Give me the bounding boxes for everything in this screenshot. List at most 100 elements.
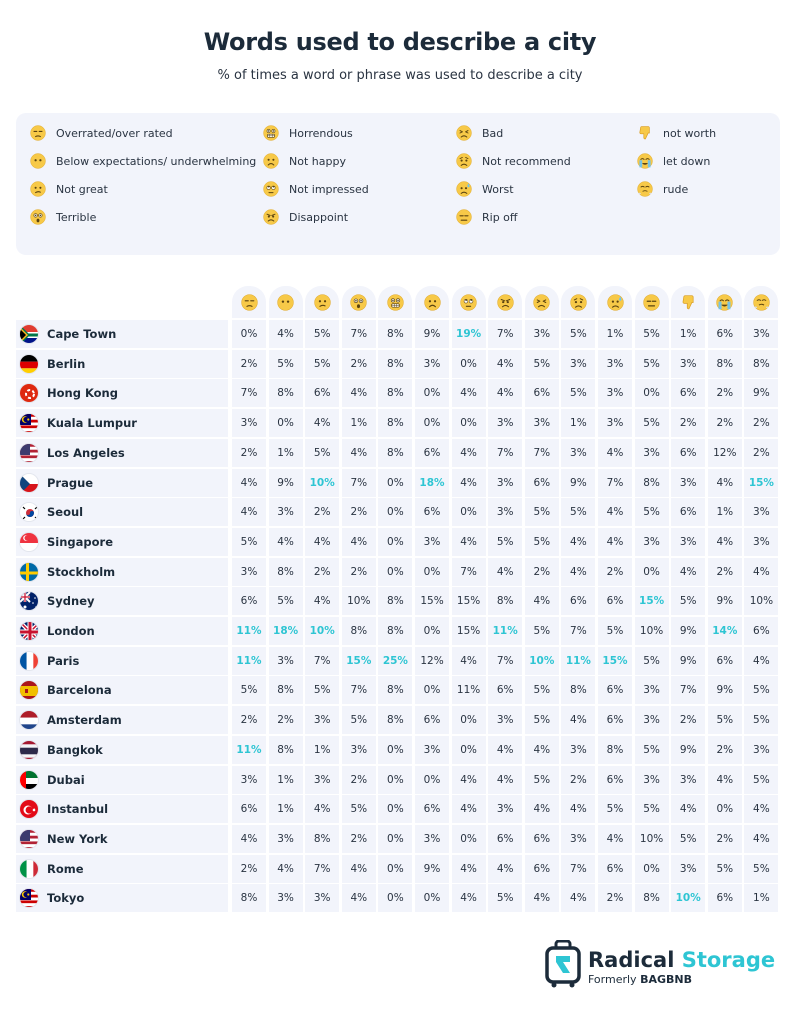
value-cell: 5% (524, 765, 559, 794)
flag-thailand-icon (19, 739, 39, 760)
value-cell: 3% (671, 349, 706, 378)
value-cell: 5% (671, 824, 706, 853)
flag-australia-icon (19, 591, 39, 612)
city-cell: Kuala Lumpur (16, 409, 228, 438)
value-cell: 3% (305, 884, 340, 913)
value-cell: 8% (378, 617, 413, 645)
value-cell: 8% (232, 884, 266, 913)
legend-item: Disappoint (263, 209, 348, 225)
value-cell: 0% (415, 409, 449, 438)
value-cell: 3% (634, 706, 669, 735)
city-name: New York (47, 831, 108, 846)
luggage-logo-icon (545, 940, 581, 988)
value-cell: 0% (415, 379, 449, 408)
value-cell: 4% (598, 824, 632, 853)
value-cell: 0% (378, 468, 413, 497)
value-cell: 0% (451, 349, 486, 378)
table-row: New York 4% 3% 8% 2% 0% 3% 0% 6% 6% 3% 4% 10% 5% 2% 4% (16, 824, 780, 853)
value-cell: 8% (341, 617, 376, 645)
value-cell: 4% (341, 884, 376, 913)
value-cell: 2% (561, 765, 596, 794)
value-cell: 4% (451, 527, 486, 556)
legend-item: Not great (30, 181, 108, 197)
value-cell: 3% (634, 676, 669, 705)
grimacing-face-icon (263, 125, 279, 141)
value-cell: 6% (415, 498, 449, 527)
eye-roll-face-icon (263, 181, 279, 197)
value-cell: 4% (268, 527, 303, 556)
table-row: Dubai 3% 1% 3% 2% 0% 0% 4% 4% 5% 2% 6% 3% 3% 4% 5% (16, 765, 780, 794)
column-header-crying-face-icon (707, 286, 742, 318)
value-cell: 10% (305, 468, 340, 497)
value-cell: 1% (268, 765, 303, 794)
value-cell: 0% (634, 557, 669, 586)
value-cell: 2% (707, 557, 742, 586)
value-cell: 0% (268, 409, 303, 438)
value-cell: 3% (561, 349, 596, 378)
legend-label: Below expectations/ underwhelming (56, 154, 257, 168)
value-cell: 0% (451, 735, 486, 764)
table-row: Tokyo 8% 3% 3% 4% 0% 0% 4% 5% 4% 4% 2% 8% 10% 6% 1% (16, 884, 780, 913)
table-row: Seoul 4% 3% 2% 2% 0% 6% 0% 3% 5% 5% 4% 5% 6% 1% 3% (16, 498, 780, 527)
legend-item: Bad (456, 125, 503, 141)
value-cell: 2% (232, 706, 266, 735)
value-cell: 5% (634, 320, 669, 348)
value-cell: 3% (232, 765, 266, 794)
table-row: Sydney 6% 5% 4% 10% 8% 15% 15% 8% 4% 6% 6% 15% 5% 9% 10… (16, 587, 780, 616)
value-cell: 3% (744, 735, 779, 764)
value-cell: 6% (488, 676, 523, 705)
value-cell: 3% (671, 468, 706, 497)
flag-korea-icon (19, 502, 39, 523)
value-cell: 4% (305, 409, 340, 438)
column-header-no-mouth-face-icon (268, 286, 303, 318)
value-cell: 2% (707, 409, 742, 438)
column-header-thumbs-down-icon (671, 286, 706, 318)
value-cell: 4% (488, 557, 523, 586)
table-row: Singapore 5% 4% 4% 4% 0% 3% 4% 5% 5% 4% 4% 3% 3% 4% 3% (16, 527, 780, 556)
value-cell: 7% (305, 854, 340, 883)
value-cell: 7% (341, 320, 376, 348)
value-cell: 5% (232, 527, 266, 556)
value-cell: 4% (744, 824, 779, 853)
value-cell: 5% (524, 349, 559, 378)
value-cell: 8% (634, 468, 669, 497)
value-cell: 3% (598, 379, 632, 408)
value-cell: 2% (707, 735, 742, 764)
value-cell: 0% (707, 795, 742, 824)
column-header-eye-roll-face-icon (451, 286, 486, 318)
value-cell: 1% (561, 409, 596, 438)
column-header-grimacing-face-icon (378, 286, 413, 318)
value-cell: 3% (232, 409, 266, 438)
value-cell: 0% (415, 765, 449, 794)
confused-face-icon (30, 181, 46, 197)
value-cell: 5% (524, 527, 559, 556)
value-cell: 4% (451, 379, 486, 408)
value-cell: 4% (451, 468, 486, 497)
legend-item: Worst (456, 181, 514, 197)
value-cell: 11% (232, 617, 266, 645)
city-cell: Barcelona (16, 676, 228, 705)
flag-uae-icon (19, 769, 39, 790)
city-name: Seoul (47, 505, 84, 520)
city-cell: Rome (16, 854, 228, 883)
value-cell: 8% (378, 349, 413, 378)
value-cell: 5% (634, 735, 669, 764)
value-cell: 10% (341, 587, 376, 616)
legend-label: Rip off (482, 210, 518, 224)
value-cell: 3% (415, 349, 449, 378)
value-cell: 4% (598, 498, 632, 527)
column-header-frowning-face-icon (415, 286, 449, 318)
value-cell: 4% (707, 527, 742, 556)
city-name: Hong Kong (47, 386, 118, 401)
legend-item: Rip off (456, 209, 518, 225)
value-cell: 3% (305, 706, 340, 735)
value-cell: 4% (561, 557, 596, 586)
value-cell: 5% (561, 498, 596, 527)
value-cell: 3% (415, 735, 449, 764)
value-cell: 15% (744, 468, 779, 497)
value-cell: 1% (268, 438, 303, 467)
legend-label: Bad (482, 126, 504, 140)
value-cell: 3% (634, 765, 669, 794)
legend-label: Overrated/over rated (56, 126, 173, 140)
value-cell: 4% (598, 527, 632, 556)
